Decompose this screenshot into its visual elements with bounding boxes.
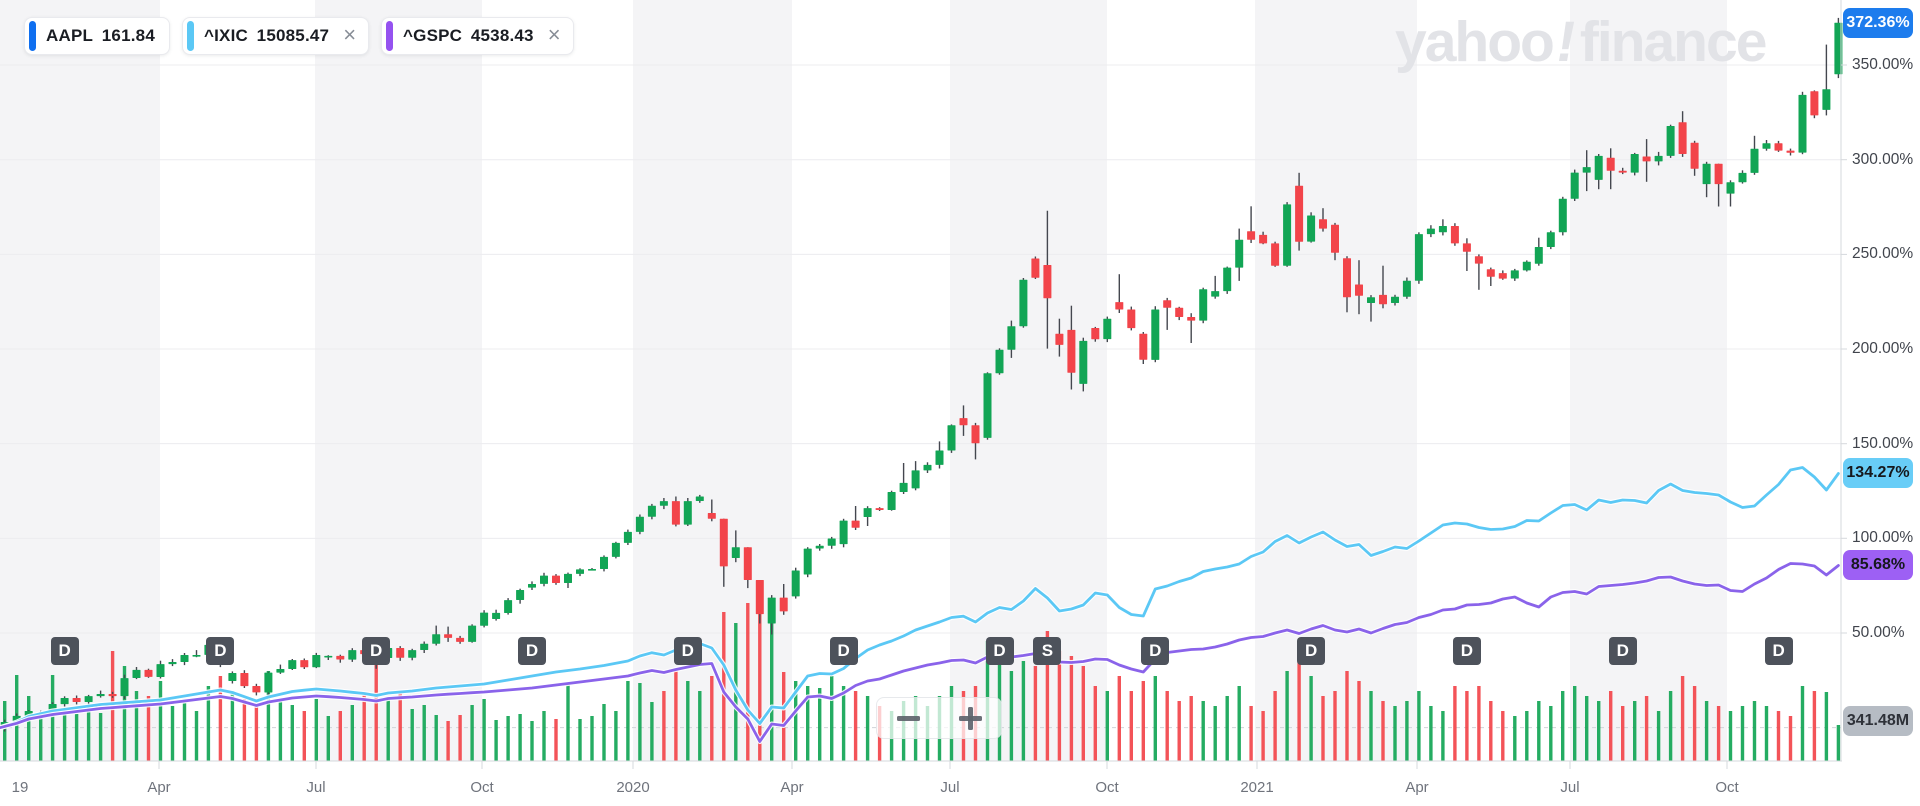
dividend-marker[interactable]: D	[673, 637, 702, 665]
x-axis-label: Oct	[470, 779, 494, 796]
zoom-in-button[interactable]	[939, 698, 1001, 738]
value-badge: 341.48M	[1843, 705, 1913, 736]
x-axis-label: Jul	[306, 779, 326, 796]
x-axis-label: Jul	[940, 779, 960, 796]
dividend-marker[interactable]: D	[1764, 637, 1793, 665]
quarter-stripes	[0, 0, 1727, 761]
zoom-out-button[interactable]	[877, 698, 939, 738]
watermark-exclamation: !	[1551, 10, 1580, 74]
ticker-label: ^IXIC 15085.47	[203, 26, 330, 45]
dividend-marker[interactable]: D	[985, 637, 1014, 665]
legend-pills: AAPL 161.84 ^IXIC 15085.47 × ^GSPC 4538.43 ×	[24, 17, 574, 55]
ticker-accent-bar	[186, 21, 194, 51]
y-axis-label: 300.00%	[1852, 150, 1914, 168]
split-marker[interactable]: S	[1033, 637, 1062, 665]
x-axis-label: Oct	[1095, 779, 1119, 796]
value-badge: 85.68%	[1843, 550, 1913, 581]
gridlines	[0, 64, 1841, 634]
dividend-marker[interactable]: D	[206, 637, 235, 665]
gspc-line-series	[0, 561, 1841, 744]
ticker-label: ^GSPC 4538.43	[403, 26, 534, 45]
candlestick-series	[0, 17, 1843, 732]
ticker-pill-aapl[interactable]: AAPL 161.84	[24, 17, 170, 55]
dividend-marker[interactable]: D	[1452, 637, 1481, 665]
x-axis-label: Jul	[1560, 779, 1580, 796]
close-icon[interactable]: ×	[343, 22, 357, 47]
y-axis-label: 150.00%	[1852, 434, 1914, 452]
ticker-accent-bar	[386, 21, 394, 51]
y-axis-label: 50.00%	[1852, 624, 1905, 641]
dividend-marker[interactable]: D	[518, 637, 546, 665]
close-icon[interactable]: ×	[547, 22, 561, 47]
dividend-marker[interactable]: D	[1608, 637, 1637, 665]
x-axis-label: Apr	[780, 779, 804, 796]
ticker-accent-bar	[29, 21, 36, 51]
y-axis-label: 350.00%	[1852, 56, 1914, 74]
zoom-control	[876, 697, 1002, 739]
x-axis-label: Apr	[147, 779, 171, 796]
x-axis-label: 2021	[1240, 779, 1274, 796]
dividend-marker[interactable]: D	[1297, 637, 1326, 665]
y-axis-label: 200.00%	[1852, 340, 1914, 358]
y-axis-label: 250.00%	[1852, 245, 1914, 263]
y-axis-label: 100.00%	[1852, 529, 1914, 547]
dividend-marker[interactable]: D	[362, 637, 391, 665]
axis-ticks	[158, 64, 1847, 769]
ticker-pill-gspc[interactable]: ^GSPC 4538.43 ×	[381, 17, 574, 55]
x-axis-label: Apr	[1405, 779, 1429, 796]
minus-icon	[896, 715, 920, 721]
x-axis-label: 19	[11, 779, 29, 796]
x-axis-label: 2020	[616, 779, 650, 796]
value-badge: 372.36%	[1843, 7, 1913, 38]
ixic-line-series	[0, 465, 1841, 731]
ticker-label: AAPL 161.84	[46, 26, 155, 45]
dividend-marker[interactable]: D	[1141, 637, 1170, 665]
dividend-marker[interactable]: D	[829, 637, 858, 665]
dividend-marker[interactable]: D	[50, 637, 79, 665]
ticker-pill-ixic[interactable]: ^IXIC 15085.47 ×	[181, 17, 370, 55]
yahoo-finance-watermark: yahoo!finance	[1395, 10, 1767, 74]
value-badge: 134.27%	[1843, 458, 1913, 489]
x-axis-label: Oct	[1715, 779, 1739, 796]
